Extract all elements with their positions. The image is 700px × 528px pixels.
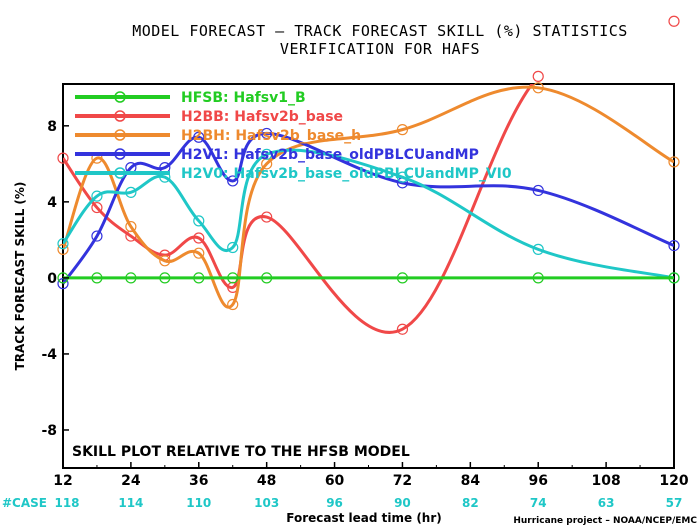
data-point-h2v1: [227, 175, 239, 187]
data-point-hfsb: [91, 272, 103, 284]
legend-marker: [114, 129, 126, 141]
legend: HFSB: Hafsv1_B H2BB: Hafsv2b_base H2BH: Ha…: [75, 90, 512, 182]
case-counts: 118 114 110 103 96 90 82 74 63 57: [54, 496, 682, 510]
data-point-h2v1: [193, 131, 205, 143]
data-point-h2bb: [193, 232, 205, 244]
y-tick-label: -4: [41, 347, 57, 363]
chart-title: MODEL FORECAST – TRACK FORECAST SKILL (%…: [132, 22, 628, 40]
chart-subtitle: VERIFICATION FOR HAFS: [280, 40, 480, 58]
data-point-h2bb: [57, 152, 69, 164]
legend-item-h2v1: H2V1: Hafsv2b_base_oldPBLCUandMP: [75, 147, 479, 163]
legend-label: H2V0: Hafsv2b_base_oldPBLCUandMP_VI0: [181, 166, 512, 182]
data-point-h2bb: [668, 15, 680, 27]
x-tick-label: 120: [659, 473, 688, 489]
series-h2bb: [57, 15, 680, 335]
x-tick-label: 12: [53, 473, 72, 489]
data-point-h2v0: [396, 171, 409, 183]
data-point-h2bh: [193, 247, 205, 259]
y-axis-label: TRACK FORECAST SKILL (%): [13, 182, 27, 371]
data-point-h2bh: [532, 82, 544, 94]
series-line-h2bh: [63, 85, 674, 309]
skill-annotation: SKILL PLOT RELATIVE TO THE HFSB MODEL: [72, 444, 410, 460]
data-point-h2v0: [57, 238, 69, 250]
data-point-h2v0: [91, 190, 103, 202]
data-point-h2bb: [532, 70, 544, 82]
legend-item-h2bh: H2BH: Hafsv2b_base_h: [75, 128, 361, 144]
data-point-h2bb: [261, 211, 273, 223]
x-tick-label: 72: [393, 473, 412, 489]
data-point-h2bh: [668, 156, 680, 168]
data-point-h2v1: [261, 127, 273, 140]
case-count: 57: [666, 496, 683, 510]
y-tick-label: 8: [47, 119, 57, 135]
data-point-h2bh: [125, 220, 137, 233]
case-count: 96: [326, 496, 343, 510]
plot-frame: [62, 83, 675, 469]
x-tick-label: 48: [257, 473, 276, 489]
legend-item-h2v0: H2V0: Hafsv2b_base_oldPBLCUandMP_VI0: [75, 166, 512, 182]
y-tick-label: 0: [47, 271, 57, 287]
x-tick-label: 108: [591, 473, 620, 489]
x-tick-label: 84: [461, 473, 481, 489]
y-axis-ticks: -8 -4 0 4 8: [41, 119, 69, 439]
x-axis-label: Forecast lead time (hr): [286, 511, 442, 525]
x-tick-label: 96: [528, 473, 547, 489]
data-point-hfsb: [159, 272, 171, 284]
legend-marker: [114, 91, 126, 103]
series-layer: [57, 15, 680, 335]
data-point-hfsb: [532, 272, 544, 284]
case-count: 63: [598, 496, 615, 510]
data-point-hfsb: [396, 272, 409, 284]
legend-marker: [114, 148, 126, 160]
data-point-h2bh: [396, 124, 409, 136]
data-point-h2bh: [159, 255, 171, 267]
case-count: 110: [186, 496, 211, 510]
data-point-h2bb: [396, 323, 409, 335]
data-point-h2v0: [193, 215, 205, 227]
data-point-h2bh: [227, 298, 239, 311]
legend-label: HFSB: Hafsv1_B: [181, 90, 306, 106]
data-point-h2bb: [91, 201, 103, 214]
legend-marker: [114, 110, 126, 122]
legend-marker: [114, 167, 126, 179]
legend-label: H2BH: Hafsv2b_base_h: [181, 128, 361, 144]
data-point-hfsb: [668, 272, 680, 284]
legend-item-h2bb: H2BB: Hafsv2b_base: [75, 109, 343, 125]
x-tick-label: 24: [121, 473, 141, 489]
data-point-hfsb: [261, 272, 273, 284]
data-point-h2v1: [532, 184, 544, 197]
y-tick-label: 4: [47, 195, 57, 211]
case-count: 82: [462, 496, 479, 510]
data-point-hfsb: [227, 272, 239, 284]
case-label: #CASE: [2, 496, 47, 510]
series-line-h2bb: [63, 84, 535, 334]
x-axis-ticks: 12 24 36 48 60 72 84 96 108 120: [53, 462, 689, 489]
case-count: 90: [394, 496, 411, 510]
data-point-h2v1: [668, 239, 680, 252]
case-count: 114: [118, 496, 143, 510]
legend-item-hfsb: HFSB: Hafsv1_B: [75, 90, 306, 106]
data-point-h2v0: [227, 241, 239, 254]
y-tick-label: -8: [41, 423, 57, 439]
credit-text: Hurricane project – NOAA/NCEP/EMC: [513, 516, 697, 526]
legend-label: H2V1: Hafsv2b_base_oldPBLCUandMP: [181, 147, 479, 163]
legend-label: H2BB: Hafsv2b_base: [181, 109, 343, 125]
data-point-hfsb: [193, 272, 205, 284]
data-point-h2v0: [532, 243, 544, 255]
data-point-h2v0: [125, 186, 137, 198]
data-point-h2v0: [261, 148, 273, 160]
data-point-hfsb: [125, 272, 137, 284]
x-tick-label: 60: [325, 473, 345, 489]
case-count: 103: [254, 496, 279, 510]
x-tick-label: 36: [189, 473, 208, 489]
case-count: 118: [54, 496, 79, 510]
data-point-h2v1: [91, 230, 103, 242]
series-hfsb: [57, 272, 680, 284]
case-count: 74: [530, 496, 547, 510]
series-line-h2v1: [63, 131, 674, 285]
data-point-h2bh: [57, 243, 69, 255]
